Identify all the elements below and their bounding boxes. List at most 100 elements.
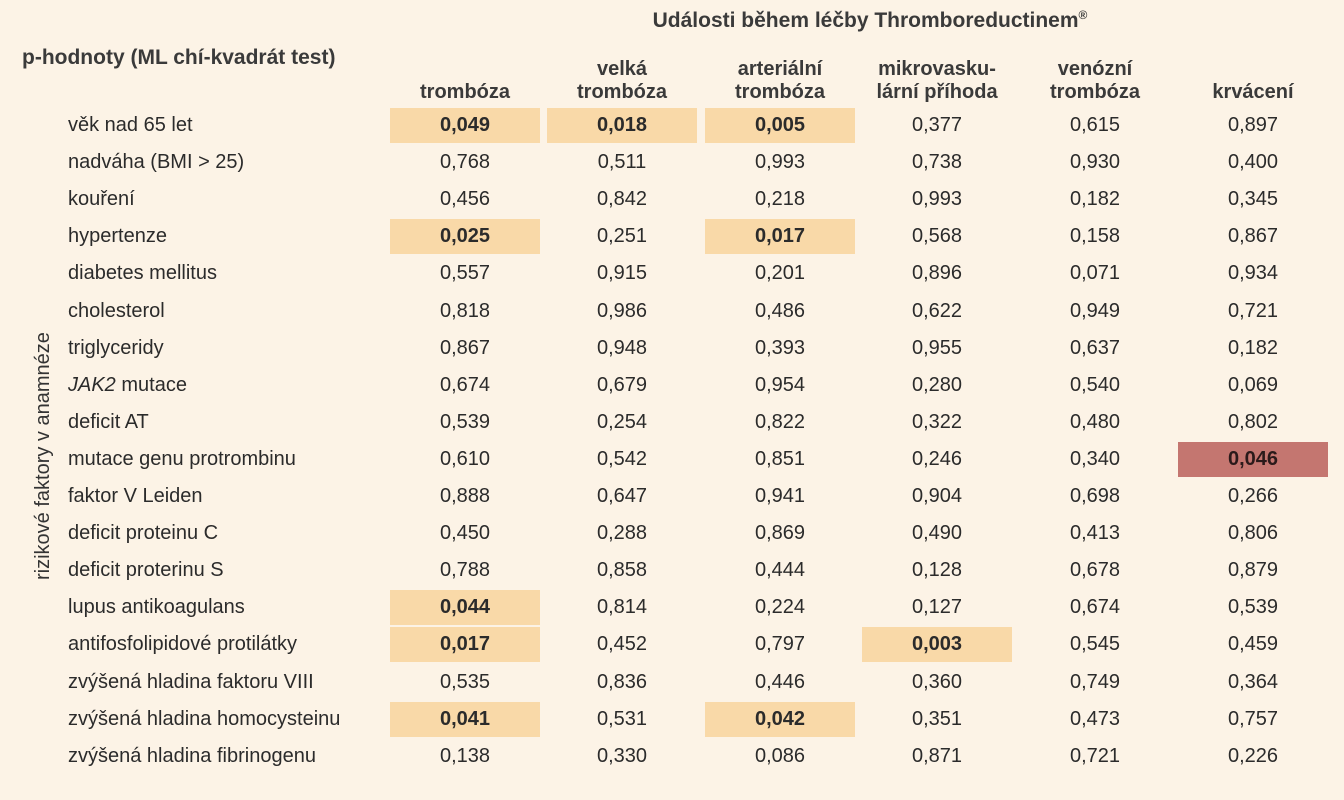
p-value-cell: 0,949 (1069, 299, 1121, 322)
row-label: zvýšená hladina faktoru VIII (68, 664, 314, 701)
p-value-cell: 0,647 (596, 485, 648, 507)
column-header: venózní trombóza (1050, 58, 1140, 103)
p-value-cell: 0,858 (596, 559, 648, 582)
p-value-cell: 0,280 (911, 373, 963, 396)
table-row: triglyceridy 0,867 0,948 0,393 0,955 0,637 0,1… (0, 330, 1344, 367)
row-label: deficit proteinu C (68, 515, 218, 552)
p-value-cell: 0,086 (754, 744, 806, 767)
p-value-cell: 0,266 (1227, 485, 1279, 507)
row-label: kouření (68, 181, 135, 218)
p-value-cell: 0,674 (439, 373, 491, 396)
p-value-cell: 0,993 (911, 188, 963, 211)
p-value-cell: 0,879 (1227, 559, 1279, 582)
p-value-cell: 0,450 (439, 522, 491, 545)
p-value-cell: 0,674 (1069, 596, 1121, 619)
table-row: zvýšená hladina homocysteinu 0,041 0,531 0,… (0, 701, 1344, 738)
p-value-cell: 0,377 (911, 114, 963, 136)
p-value-cell: 0,797 (754, 633, 806, 656)
table-row: nadváha (BMI > 25) 0,768 0,511 0,993 0,738 0,… (0, 144, 1344, 181)
p-value-cell: 0,069 (1227, 373, 1279, 396)
p-value-cell: 0,226 (1227, 744, 1279, 767)
row-label-text: zvýšená hladina faktoru VIII (68, 670, 314, 693)
row-label: antifosfolipidové protilátky (68, 626, 297, 663)
p-value-cell: 0,254 (596, 410, 648, 433)
p-value-cell: 0,003 (862, 627, 1012, 663)
p-value-cell: 0,904 (911, 485, 963, 507)
p-value-cell: 0,042 (705, 701, 855, 737)
table-row: faktor V Leiden 0,888 0,647 0,941 0,904 0,698… (0, 478, 1344, 515)
table-row: mutace genu protrombinu 0,610 0,542 0,851 0,… (0, 441, 1344, 478)
p-value-cell: 0,915 (596, 262, 648, 285)
p-value-cell: 0,322 (911, 410, 963, 433)
row-label-text: deficit proterinu S (68, 559, 224, 582)
table-row: kouření 0,456 0,842 0,218 0,993 0,182 0,345 (0, 181, 1344, 218)
table-row: věk nad 65 let 0,049 0,018 0,005 0,377 0,615 0… (0, 107, 1344, 144)
p-value-cell: 0,867 (439, 336, 491, 359)
p-value-cell: 0,842 (596, 188, 648, 211)
p-value-cell: 0,224 (754, 596, 806, 619)
p-value-cell: 0,345 (1227, 188, 1279, 211)
column-header: mikrovasku- lární příhoda (876, 58, 998, 103)
row-label-text: deficit AT (68, 410, 149, 433)
p-value-cell: 0,018 (547, 108, 697, 143)
column-header: krvácení (1212, 81, 1294, 103)
table-row: JAK2 mutace 0,674 0,679 0,954 0,280 0,540 0,06… (0, 367, 1344, 404)
p-value-cell: 0,351 (911, 707, 963, 730)
row-label-text: mutace genu protrombinu (68, 447, 296, 470)
table-row: cholesterol 0,818 0,986 0,486 0,622 0,949 0,72… (0, 293, 1344, 330)
p-value-cell: 0,622 (911, 299, 963, 322)
row-label-text: antifosfolipidové protilátky (68, 633, 298, 656)
p-value-cell: 0,246 (911, 447, 963, 470)
p-value-cell: 0,698 (1069, 485, 1121, 507)
table-row: deficit proterinu S 0,788 0,858 0,444 0,128 0… (0, 552, 1344, 589)
p-value-cell: 0,017 (390, 627, 540, 663)
table-row: hypertenze 0,025 0,251 0,017 0,568 0,158 0,867 (0, 218, 1344, 255)
row-label-text: nadváha (BMI > 25) (68, 151, 245, 174)
p-value-cell: 0,017 (705, 219, 855, 255)
p-value-cell: 0,459 (1227, 633, 1279, 656)
row-label: diabetes mellitus (68, 255, 217, 292)
table-row: zvýšená hladina faktoru VIII 0,535 0,836 0,… (0, 664, 1344, 701)
row-label: zvýšená hladina fibrinogenu (68, 738, 316, 775)
p-value-cell: 0,814 (596, 596, 648, 619)
p-value-cell: 0,545 (1069, 633, 1121, 656)
row-label-text: lupus antikoagulans (68, 596, 245, 619)
p-value-cell: 0,678 (1069, 559, 1121, 582)
p-value-cell: 0,897 (1227, 114, 1279, 136)
p-value-cell: 0,288 (596, 522, 648, 545)
p-value-cell: 0,025 (390, 219, 540, 255)
p-value-cell: 0,955 (911, 336, 963, 359)
p-value-cell: 0,444 (754, 559, 806, 582)
row-label-text: kouření (68, 188, 135, 211)
p-value-cell: 0,330 (596, 744, 648, 767)
table-row: zvýšená hladina fibrinogenu 0,138 0,330 0,0… (0, 738, 1344, 775)
column-header: velká trombóza (577, 58, 667, 103)
row-label: věk nad 65 let (68, 107, 193, 144)
row-label-text: cholesterol (68, 299, 165, 322)
p-value-cell: 0,934 (1227, 262, 1279, 285)
row-label: nadváha (BMI > 25) (68, 144, 244, 181)
p-value-cell: 0,158 (1069, 225, 1121, 248)
p-value-cell: 0,005 (705, 108, 855, 143)
p-value-cell: 0,393 (754, 336, 806, 359)
p-value-cell: 0,446 (754, 670, 806, 693)
p-value-cell: 0,836 (596, 670, 648, 693)
p-value-cell: 0,473 (1069, 707, 1121, 730)
row-label-text: faktor V Leiden (68, 485, 203, 507)
row-label-text: věk nad 65 let (68, 114, 193, 136)
pvalue-title: p-hodnoty (ML chí-kvadrát test) (22, 46, 336, 69)
row-label: deficit proterinu S (68, 552, 224, 589)
p-value-cell: 0,046 (1178, 441, 1328, 477)
table-row: antifosfolipidové protilátky 0,017 0,452 0,… (0, 626, 1344, 663)
p-value-cell: 0,930 (1069, 151, 1121, 174)
p-value-cell: 0,138 (439, 744, 491, 767)
row-label-text: mutace (115, 373, 187, 396)
p-value-cell: 0,480 (1069, 410, 1121, 433)
p-value-cell: 0,896 (911, 262, 963, 285)
p-value-cell: 0,360 (911, 670, 963, 693)
p-value-cell: 0,044 (390, 590, 540, 626)
table-row: diabetes mellitus 0,557 0,915 0,201 0,896 0,0… (0, 255, 1344, 292)
p-value-cell: 0,535 (439, 670, 491, 693)
p-value-cell: 0,400 (1227, 151, 1279, 174)
p-value-cell: 0,738 (911, 151, 963, 174)
